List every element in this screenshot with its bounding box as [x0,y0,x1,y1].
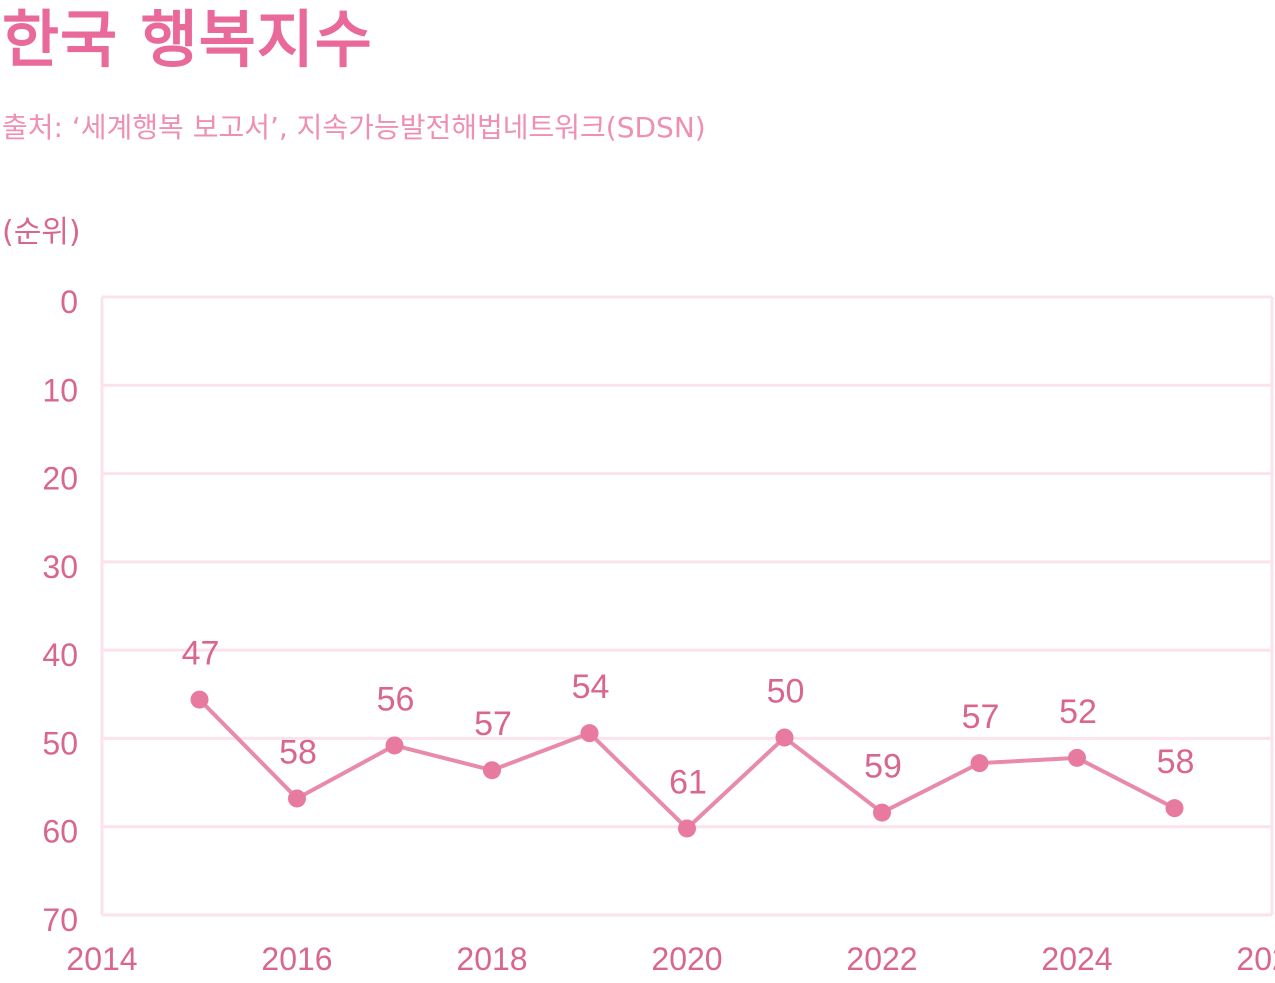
data-label: 59 [864,748,902,786]
data-point [288,789,306,808]
y-tick-label: 30 [42,549,78,585]
y-tick-label: 20 [42,461,78,497]
y-tick-label: 0 [60,284,78,320]
data-label: 47 [182,635,220,673]
x-tick-label: 2014 [66,941,137,977]
data-point [1068,748,1086,767]
data-label: 54 [572,668,610,706]
x-tick-label: 2020 [651,941,722,977]
data-point [873,803,891,822]
x-tick-label: 2018 [456,941,527,977]
data-point [970,754,989,773]
data-label: 52 [1059,693,1097,731]
y-tick-label: 50 [42,725,78,761]
chart-title: 한국 행복지수 [2,3,373,76]
y-tick-label: 70 [42,902,78,938]
data-label: 61 [669,763,707,801]
y-tick-label: 60 [42,814,78,850]
x-tick-label: 2024 [1041,941,1112,977]
x-tick-label: 2026 [1236,941,1275,977]
data-point [1165,799,1184,818]
data-point [775,728,794,747]
data-point [678,819,696,838]
data-label: 56 [377,680,415,718]
y-tick-label: 10 [42,372,78,408]
data-point [190,690,209,709]
data-labels: 47 58 56 57 54 61 50 59 57 52 58 [182,635,1195,802]
x-tick-label: 2022 [846,941,917,977]
y-axis-ticks: 0 10 20 30 40 50 60 70 [42,284,78,938]
x-axis-ticks: 2014 2016 2018 2020 2022 2024 2026 [66,941,1275,977]
data-label: 58 [1157,743,1195,781]
x-tick-label: 2016 [261,941,332,977]
data-points [190,690,1184,838]
grid-lines [100,295,1274,917]
data-label: 57 [962,698,1000,736]
data-label: 58 [279,733,317,771]
chart-source: 출처: ‘세계행복 보고서’, 지속가능발전해법네트워크(SDSN) [2,111,706,144]
data-point [580,724,599,743]
data-point [385,736,404,755]
data-label: 50 [767,673,805,711]
y-axis-unit-label: (순위) [2,215,81,250]
data-label: 57 [474,705,512,743]
y-tick-label: 40 [42,637,78,673]
data-point [483,761,501,780]
